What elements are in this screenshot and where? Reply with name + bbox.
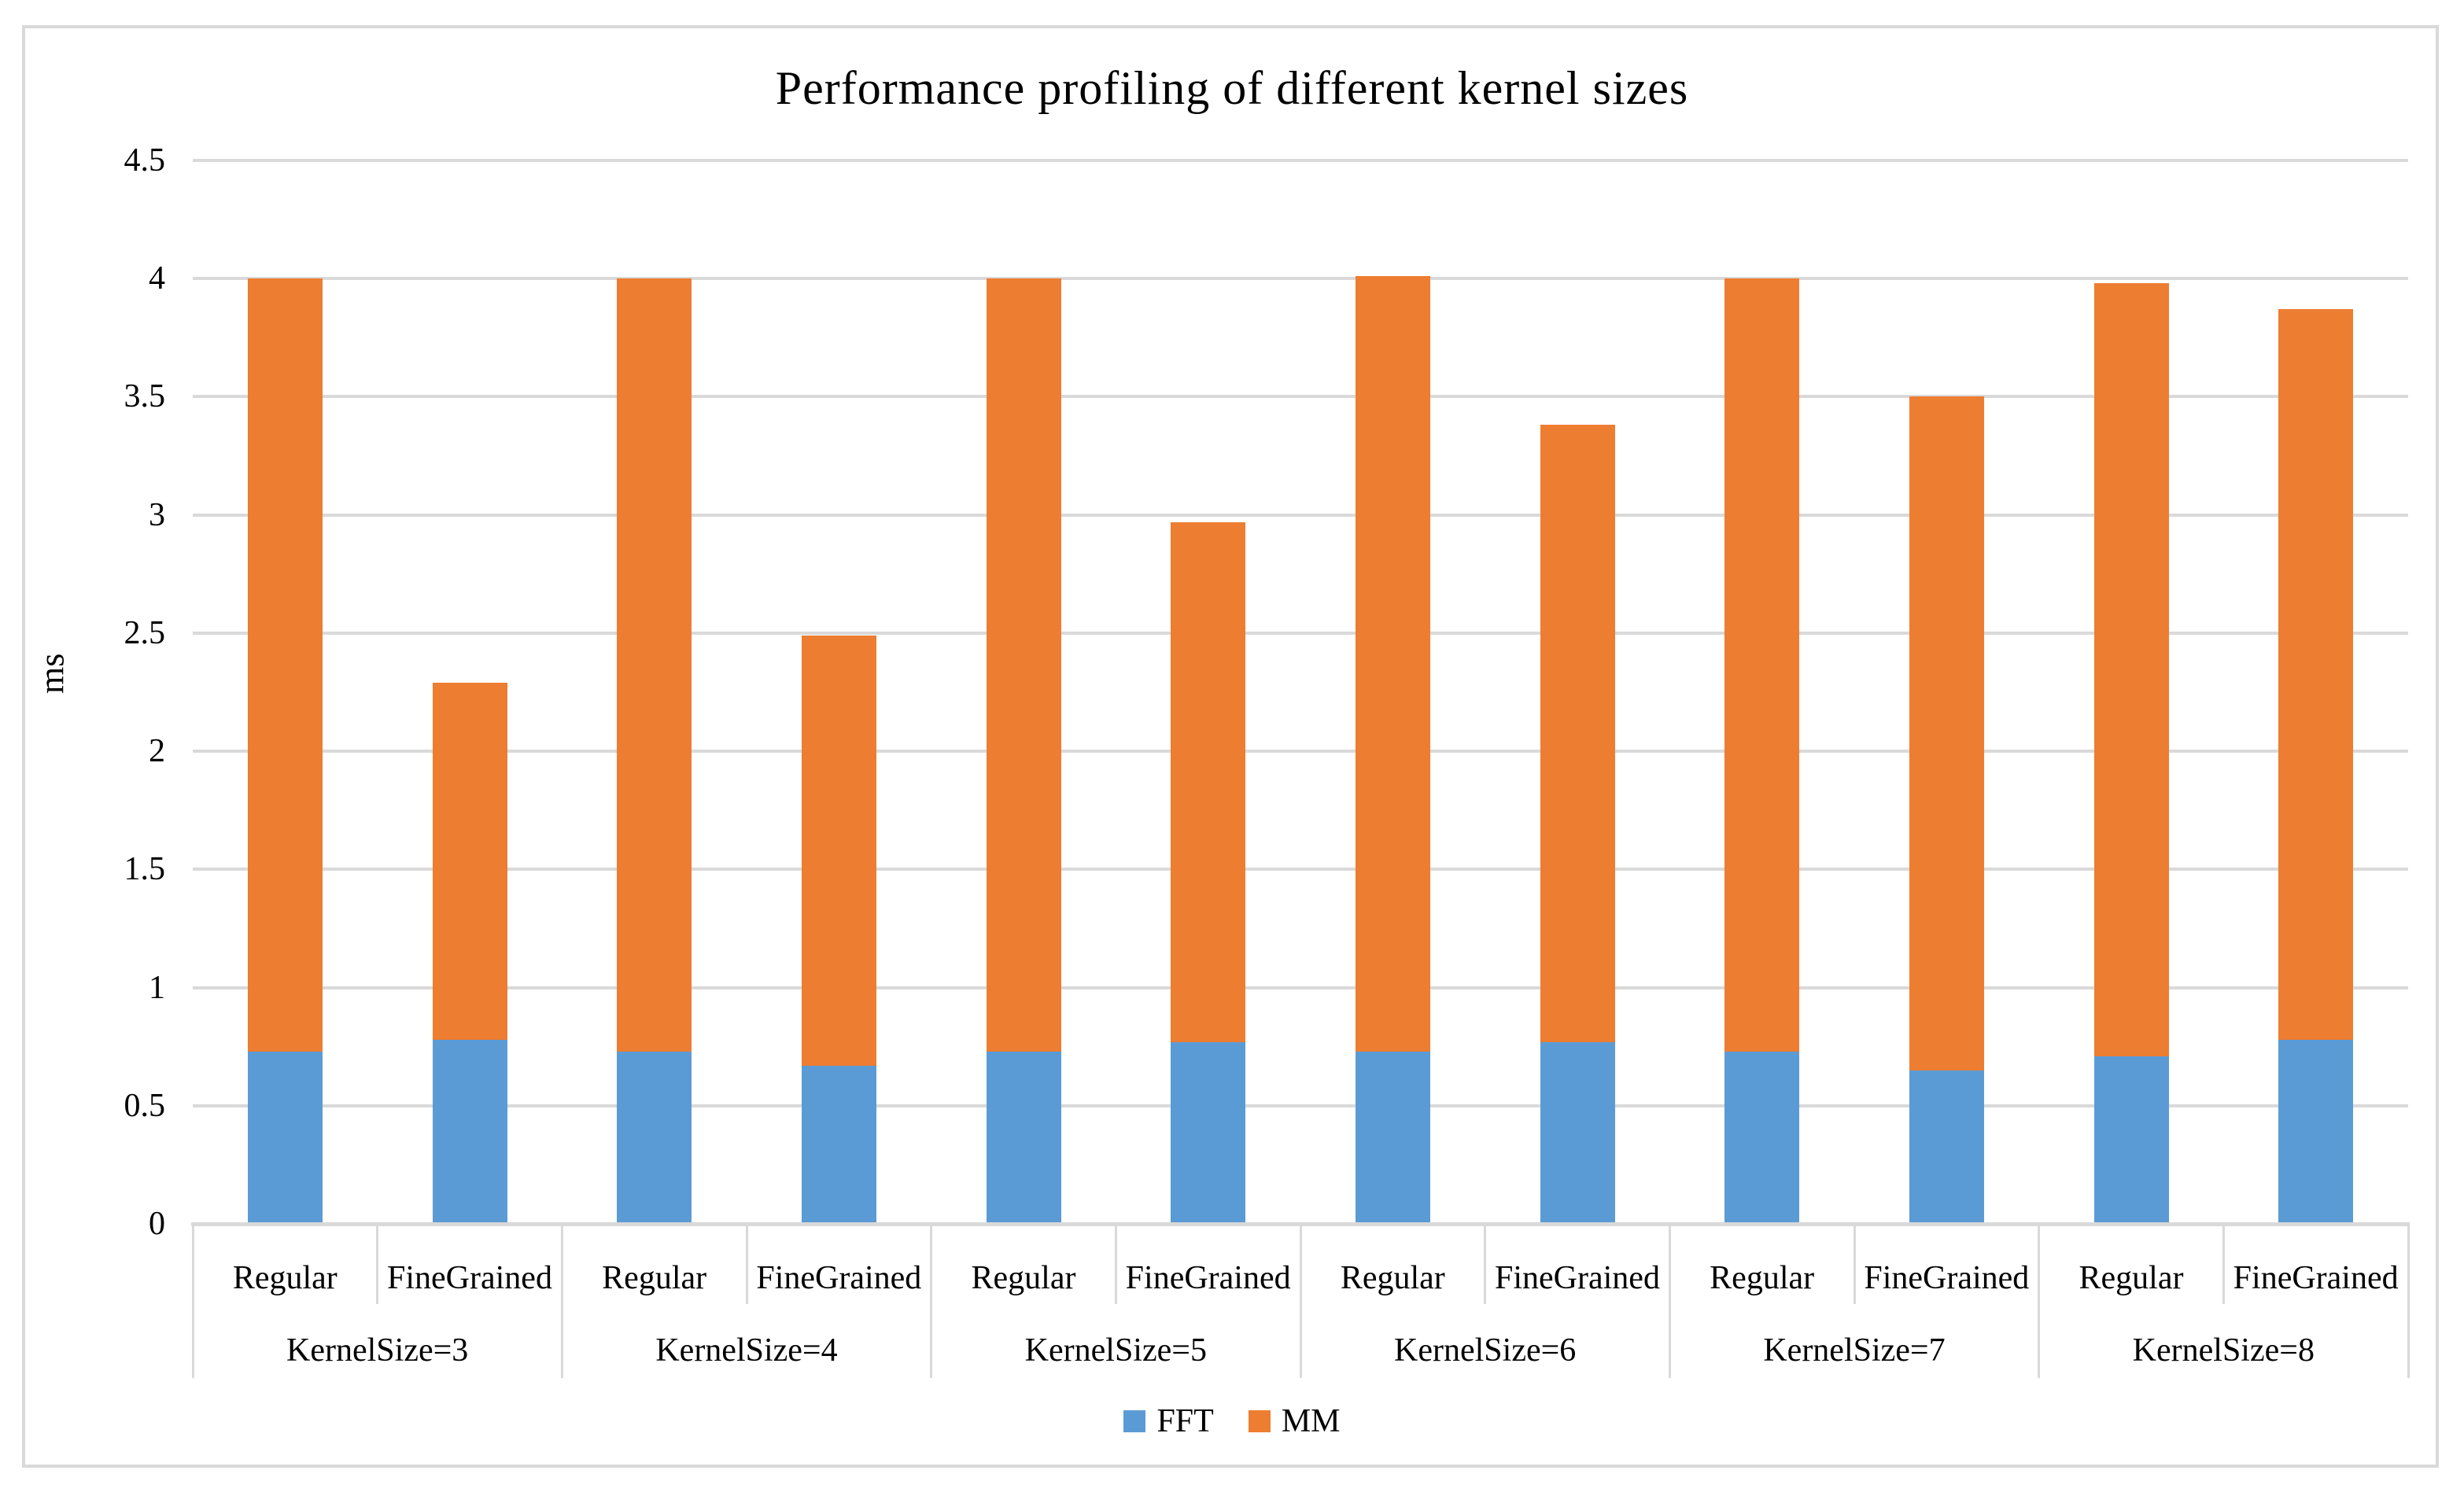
category-label-ks6-regular: Regular (1340, 1260, 1445, 1296)
category-label-ks7-finegrained: FineGrained (1864, 1260, 2030, 1296)
gridline-3 (193, 513, 2408, 517)
bar-ks5-finegrained-fft-segment (1171, 1041, 1246, 1224)
y-axis-title-text: ms (32, 653, 72, 694)
bar-ks4-finegrained-fft-segment (801, 1065, 876, 1224)
bar-ks7-regular-fft-segment (1724, 1051, 1800, 1224)
category-label-ks5-finegrained: FineGrained (1125, 1260, 1291, 1296)
legend: FFT MM (0, 1405, 2464, 1438)
y-tick-label-1.5: 1.5 (124, 851, 166, 888)
y-tick-label-2.5: 2.5 (124, 614, 166, 651)
bar-ks4-finegrained-mm-segment (801, 635, 876, 1066)
bar-ks8-regular-fft-segment (2093, 1056, 2169, 1224)
y-tick-label-3.5: 3.5 (124, 378, 166, 415)
bar-ks3-regular-fft-segment (247, 1051, 323, 1224)
legend-swatch-mm (1248, 1410, 1271, 1432)
legend-label-mm: MM (1281, 1403, 1341, 1439)
legend-swatch-fft (1123, 1410, 1146, 1432)
category-axis-left-edge (191, 1224, 194, 1378)
bar-ks3-regular-mm-segment (247, 278, 323, 1052)
category-label-ks4-regular: Regular (602, 1260, 707, 1296)
bar-ks5-regular-fft-segment (986, 1051, 1061, 1224)
group-label-kernelsize-7: KernelSize=7 (1763, 1332, 1946, 1369)
group-label-kernelsize-4: KernelSize=4 (655, 1332, 838, 1369)
bar-ks8-finegrained-mm-segment (2278, 309, 2354, 1040)
bar-ks4-regular-mm-segment (617, 278, 692, 1052)
group-label-kernelsize-6: KernelSize=6 (1394, 1332, 1577, 1369)
gridline-0.5 (193, 1104, 2408, 1107)
group-separator (560, 1224, 563, 1378)
bar-ks3-finegrained-mm-segment (432, 682, 507, 1040)
bar-ks7-finegrained-mm-segment (1909, 396, 1984, 1070)
gridline-4.5 (193, 159, 2408, 162)
gridline-4 (193, 277, 2408, 281)
group-separator (1668, 1224, 1671, 1378)
category-label-ks7-regular: Regular (1710, 1260, 1815, 1296)
group-separator (1299, 1224, 1302, 1378)
gridline-2 (193, 750, 2408, 754)
gridline-3.5 (193, 395, 2408, 399)
category-label-ks6-finegrained: FineGrained (1495, 1260, 1660, 1296)
bar-ks6-finegrained-mm-segment (1540, 425, 1615, 1042)
legend-label-fft: FFT (1156, 1403, 1214, 1439)
category-label-ks8-finegrained: FineGrained (2233, 1260, 2399, 1296)
category-label-ks3-regular: Regular (232, 1260, 338, 1296)
group-label-kernelsize-3: KernelSize=3 (286, 1332, 469, 1369)
category-separator-short (1484, 1224, 1487, 1304)
bar-ks6-finegrained-fft-segment (1540, 1041, 1615, 1224)
gridline-2.5 (193, 631, 2408, 635)
group-label-kernelsize-5: KernelSize=5 (1024, 1332, 1207, 1369)
bar-ks6-regular-mm-segment (1355, 276, 1430, 1052)
y-tick-label-0: 0 (149, 1206, 165, 1242)
category-separator-short (1853, 1224, 1856, 1304)
category-label-ks4-finegrained: FineGrained (756, 1260, 922, 1296)
group-separator (2038, 1224, 2041, 1378)
category-separator-short (376, 1224, 379, 1304)
category-label-ks5-regular: Regular (971, 1260, 1076, 1296)
category-label-ks3-finegrained: FineGrained (387, 1260, 552, 1296)
chart-title: Performance profiling of different kerne… (775, 62, 1689, 114)
y-tick-label-4.5: 4.5 (124, 142, 166, 179)
category-axis-right-edge (2407, 1224, 2410, 1378)
bar-ks6-regular-fft-segment (1355, 1051, 1430, 1224)
legend-item-fft: FFT (1123, 1403, 1214, 1439)
bar-ks8-regular-mm-segment (2093, 283, 2169, 1056)
y-tick-label-3: 3 (149, 496, 165, 533)
gridline-1.5 (193, 868, 2408, 871)
category-separator-short (1114, 1224, 1117, 1304)
group-separator (930, 1224, 933, 1378)
bar-ks8-finegrained-fft-segment (2278, 1039, 2354, 1224)
bar-ks3-finegrained-fft-segment (432, 1039, 507, 1224)
y-tick-label-1: 1 (149, 969, 165, 1006)
y-tick-label-4: 4 (149, 260, 165, 297)
group-label-kernelsize-8: KernelSize=8 (2132, 1332, 2315, 1369)
bar-ks7-finegrained-fft-segment (1909, 1070, 1984, 1224)
category-label-ks8-regular: Regular (2079, 1260, 2184, 1296)
bar-ks7-regular-mm-segment (1724, 278, 1800, 1052)
bar-ks5-regular-mm-segment (986, 278, 1061, 1052)
category-separator-short (745, 1224, 748, 1304)
legend-item-mm: MM (1248, 1403, 1341, 1439)
gridline-1 (193, 986, 2408, 989)
x-axis-line (191, 1222, 2410, 1226)
bar-ks4-regular-fft-segment (617, 1051, 692, 1224)
y-tick-label-2: 2 (149, 733, 165, 770)
bar-ks5-finegrained-mm-segment (1171, 521, 1246, 1042)
y-tick-label-0.5: 0.5 (124, 1087, 166, 1124)
category-separator-short (2222, 1224, 2225, 1304)
